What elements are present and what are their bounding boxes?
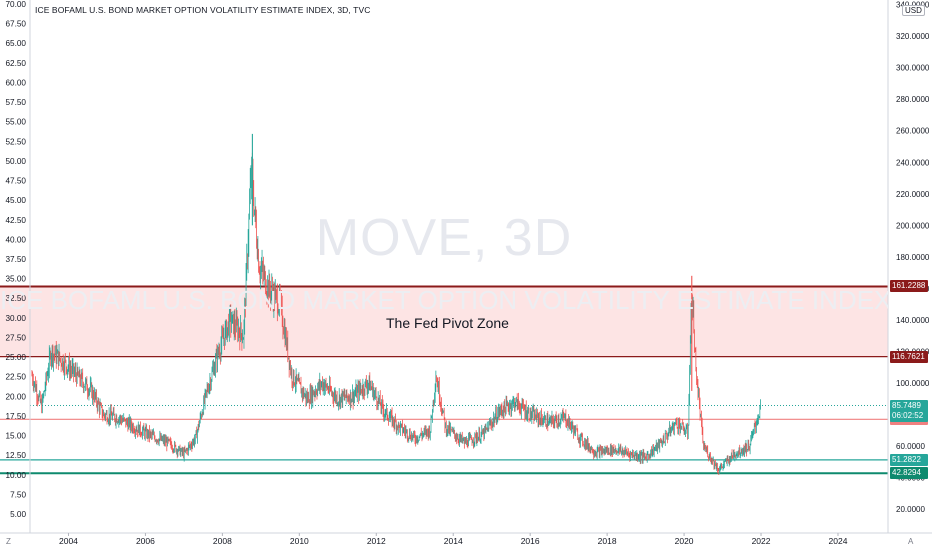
right-tick-label: 260.0000: [896, 127, 930, 136]
right-tick-label: 140.0000: [896, 316, 930, 325]
price-tag: 161.2288: [890, 280, 928, 293]
left-tick-label: 22.50: [6, 373, 27, 382]
left-tick-label: 67.50: [6, 20, 27, 29]
left-tick-label: 10.00: [6, 471, 27, 480]
x-tick-label: 2016: [521, 536, 540, 546]
left-tick-label: 42.50: [6, 216, 27, 225]
auto-scale-button[interactable]: A: [908, 537, 914, 546]
x-tick-label: 2004: [59, 536, 78, 546]
price-tag: 85.7489 06:02:52: [890, 399, 928, 422]
left-tick-label: 7.50: [10, 490, 26, 499]
right-tick-label: 220.0000: [896, 190, 930, 199]
symbol-watermark: MOVE, 3D: [315, 209, 573, 267]
candles: [31, 133, 761, 476]
left-tick-label: 50.00: [6, 157, 27, 166]
price-tag: 42.8294: [890, 467, 928, 480]
x-tick-label: 2006: [136, 536, 155, 546]
left-tick-label: 60.00: [6, 78, 27, 87]
axis-ticks: 70.00 67.50 65.00 62.50 60.00 57.50 55.00 52.50…: [6, 0, 930, 546]
left-tick-label: 47.50: [6, 177, 27, 186]
right-tick-label: 280.0000: [896, 95, 930, 104]
description-watermark: ICE BOFAML U.S. BOND MARKET OPTION VOLAT…: [0, 285, 888, 315]
right-tick-label: 200.0000: [896, 221, 930, 230]
x-tick-label: 2008: [213, 536, 232, 546]
price-tag: 116.7621: [890, 350, 928, 363]
fed-pivot-zone: [0, 286, 888, 357]
left-tick-label: 57.50: [6, 98, 27, 107]
left-tick-label: 52.50: [6, 137, 27, 146]
x-tick-label: 2024: [829, 536, 848, 546]
left-tick-label: 30.00: [6, 314, 27, 323]
right-tick-label: 240.0000: [896, 158, 930, 167]
left-tick-label: 25.00: [6, 353, 27, 362]
left-tick-label: 65.00: [6, 39, 27, 48]
left-tick-label: 5.00: [10, 510, 26, 519]
left-tick-label: 32.50: [6, 294, 27, 303]
x-tick-label: 2010: [290, 536, 309, 546]
left-tick-label: 45.00: [6, 196, 27, 205]
chart-title: ICE BOFAML U.S. BOND MARKET OPTION VOLAT…: [35, 5, 371, 15]
left-tick-label: 37.50: [6, 255, 27, 264]
left-tick-label: 27.50: [6, 333, 27, 342]
x-tick-label: 2022: [752, 536, 771, 546]
x-tick-label: 2012: [367, 536, 386, 546]
left-tick-label: 40.00: [6, 235, 27, 244]
right-tick-label: 100.0000: [896, 379, 930, 388]
x-tick-label: 2018: [598, 536, 617, 546]
x-tick-label: 2020: [675, 536, 694, 546]
zone-label: The Fed Pivot Zone: [386, 315, 509, 331]
right-tick-label: 320.0000: [896, 32, 930, 41]
left-tick-label: 12.50: [6, 451, 27, 460]
right-tick-label: 20.0000: [896, 505, 925, 514]
left-tick-label: 17.50: [6, 412, 27, 421]
left-tick-label: 55.00: [6, 118, 27, 127]
right-tick-label: 60.0000: [896, 442, 925, 451]
right-tick-label: 180.0000: [896, 253, 930, 262]
timezone-button[interactable]: Z: [6, 537, 11, 546]
right-tick-label: 300.0000: [896, 64, 930, 73]
countdown-label: 06:02:52: [892, 410, 924, 420]
price-tag: 51.2822: [890, 453, 928, 466]
left-tick-label: 62.50: [6, 59, 27, 68]
x-tick-label: 2014: [444, 536, 463, 546]
left-tick-label: 35.00: [6, 275, 27, 284]
axes: [0, 0, 932, 534]
left-tick-label: 70.00: [6, 0, 27, 9]
currency-button[interactable]: USD: [902, 5, 925, 16]
left-tick-label: 15.00: [6, 432, 27, 441]
left-tick-label: 20.00: [6, 392, 27, 401]
